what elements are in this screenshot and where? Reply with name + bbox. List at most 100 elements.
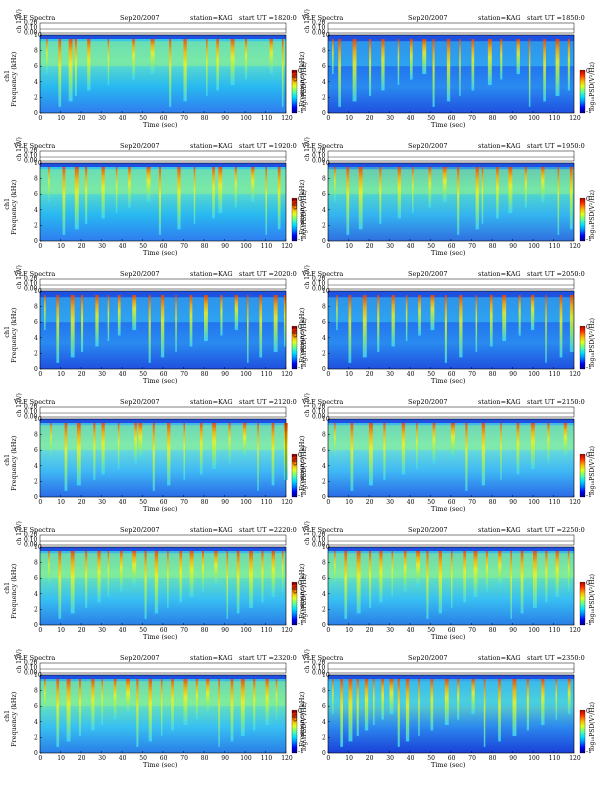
x-tick-label: 60 xyxy=(448,371,456,378)
vlf-burst xyxy=(85,551,88,608)
y-axis-label: Frequency (kHz) xyxy=(298,563,306,619)
colorbar-label: log₁₀PSD(V²/Hz) xyxy=(589,446,596,495)
vlf-burst xyxy=(204,295,208,342)
x-tick-label: 30 xyxy=(98,243,106,250)
vlf-burst xyxy=(459,295,463,358)
vlf-burst xyxy=(74,39,77,96)
x-tick-label: 90 xyxy=(221,755,229,762)
colorbar-tick-label: -1 xyxy=(586,364,592,371)
x-tick-label: 80 xyxy=(489,371,497,378)
vlf-burst xyxy=(117,423,120,470)
vlf-burst xyxy=(228,423,231,464)
colorbar xyxy=(291,197,298,242)
vlf-burst xyxy=(533,551,537,608)
vlf-burst xyxy=(369,39,372,96)
panel-start-time: start UT =1950:0 xyxy=(527,142,585,150)
ch1-tick-label: 0.10 xyxy=(312,537,326,544)
vlf-burst xyxy=(167,423,171,486)
vlf-burst xyxy=(107,39,110,86)
vlf-burst xyxy=(119,551,123,592)
vlf-burst xyxy=(48,551,50,587)
vlf-burst xyxy=(58,39,62,107)
vlf-burst xyxy=(62,167,66,235)
x-tick-label: 70 xyxy=(468,499,476,506)
x-axis-label: Time (sec) xyxy=(431,761,466,769)
vlf-burst xyxy=(438,551,442,614)
vlf-burst xyxy=(410,39,413,80)
vlf-burst xyxy=(471,679,475,715)
spectrogram-panel: VLF Spectra Sep20/2007 station=KAG start UT… xyxy=(3,521,308,641)
x-tick-label: 20 xyxy=(78,115,86,122)
panel-date: Sep20/2007 xyxy=(120,398,159,406)
vlf-burst xyxy=(58,551,62,619)
ch1-tick-label: 0.00 xyxy=(312,670,326,677)
panel-title: VLF Spectra xyxy=(301,526,343,534)
vlf-burst xyxy=(265,679,269,726)
colorbar xyxy=(291,325,298,370)
ch1-tick-label: 0.20 xyxy=(312,20,326,27)
y-tick-label: 2 xyxy=(34,94,38,101)
y-axis-prefix: ch1 xyxy=(3,582,11,594)
x-tick-label: 20 xyxy=(366,755,374,762)
panel-start-time: start UT =1920:0 xyxy=(239,142,297,150)
x-axis-label: Time (sec) xyxy=(431,505,466,513)
y-tick-label: 4 xyxy=(322,335,326,342)
y-axis-label: Frequency (kHz) xyxy=(298,435,306,491)
vlf-burst xyxy=(412,167,414,214)
x-tick-label: 90 xyxy=(221,115,229,122)
vlf-burst xyxy=(369,551,372,608)
y-axis-prefix: ch1 xyxy=(291,454,299,466)
colorbar-tick-label: -1 xyxy=(298,492,304,499)
y-tick-label: 6 xyxy=(322,63,326,70)
x-tick-label: 20 xyxy=(78,627,86,634)
vlf-burst xyxy=(134,423,137,464)
x-tick-label: 50 xyxy=(427,627,435,634)
vlf-burst xyxy=(212,167,215,219)
x-axis-label: Time (sec) xyxy=(143,505,178,513)
y-tick-label: 4 xyxy=(34,719,38,726)
vlf-burst xyxy=(152,423,155,491)
x-tick-label: 0 xyxy=(326,243,330,250)
x-tick-label: 60 xyxy=(448,243,456,250)
colorbar-tick-label: 0 xyxy=(298,452,302,459)
x-tick-label: 10 xyxy=(345,627,353,634)
vlf-burst xyxy=(432,39,435,107)
y-tick-label: 0 xyxy=(34,110,38,117)
vlf-burst xyxy=(459,39,461,96)
x-tick-label: 60 xyxy=(160,115,168,122)
vlf-burst xyxy=(496,167,499,219)
vlf-burst xyxy=(236,551,240,614)
x-tick-label: 30 xyxy=(386,755,394,762)
ch1-trace-frame xyxy=(327,278,575,290)
x-tick-label: 110 xyxy=(549,627,561,634)
spectrogram-panel: VLF Spectra Sep20/2007 station=KAG start UT… xyxy=(3,265,308,385)
vlf-burst xyxy=(487,39,492,86)
panel-station: station=KAG xyxy=(478,526,521,534)
x-tick-label: 60 xyxy=(160,499,168,506)
y-tick-label: 2 xyxy=(322,350,326,357)
y-tick-label: 8 xyxy=(322,304,326,311)
vlf-burst xyxy=(199,423,203,475)
vlf-burst xyxy=(481,423,486,486)
x-tick-label: 30 xyxy=(98,499,106,506)
colorbar-label: log₁₀PSD(V²/Hz) xyxy=(589,318,596,367)
x-tick-label: 120 xyxy=(569,627,581,634)
panel-grid: VLF Spectra Sep20/2007 station=KAG start UT… xyxy=(3,9,596,769)
vlf-burst xyxy=(261,551,264,603)
ch1-tick-label: 0.00 xyxy=(24,414,38,421)
vlf-burst xyxy=(432,423,436,464)
x-tick-label: 120 xyxy=(569,499,581,506)
x-tick-label: 0 xyxy=(326,755,330,762)
ch1-tick-label: 0.10 xyxy=(24,537,38,544)
colorbar xyxy=(579,197,586,242)
y-tick-label: 2 xyxy=(322,94,326,101)
colorbar-tick-label: -1 xyxy=(298,236,304,243)
ch1-tick-label: 0.20 xyxy=(312,404,326,411)
vlf-burst xyxy=(281,551,284,592)
panel-station: station=KAG xyxy=(190,654,233,662)
x-tick-label: 100 xyxy=(240,755,252,762)
x-tick-label: 40 xyxy=(119,243,127,250)
y-tick-label: 8 xyxy=(322,432,326,439)
vlf-burst xyxy=(381,39,385,91)
